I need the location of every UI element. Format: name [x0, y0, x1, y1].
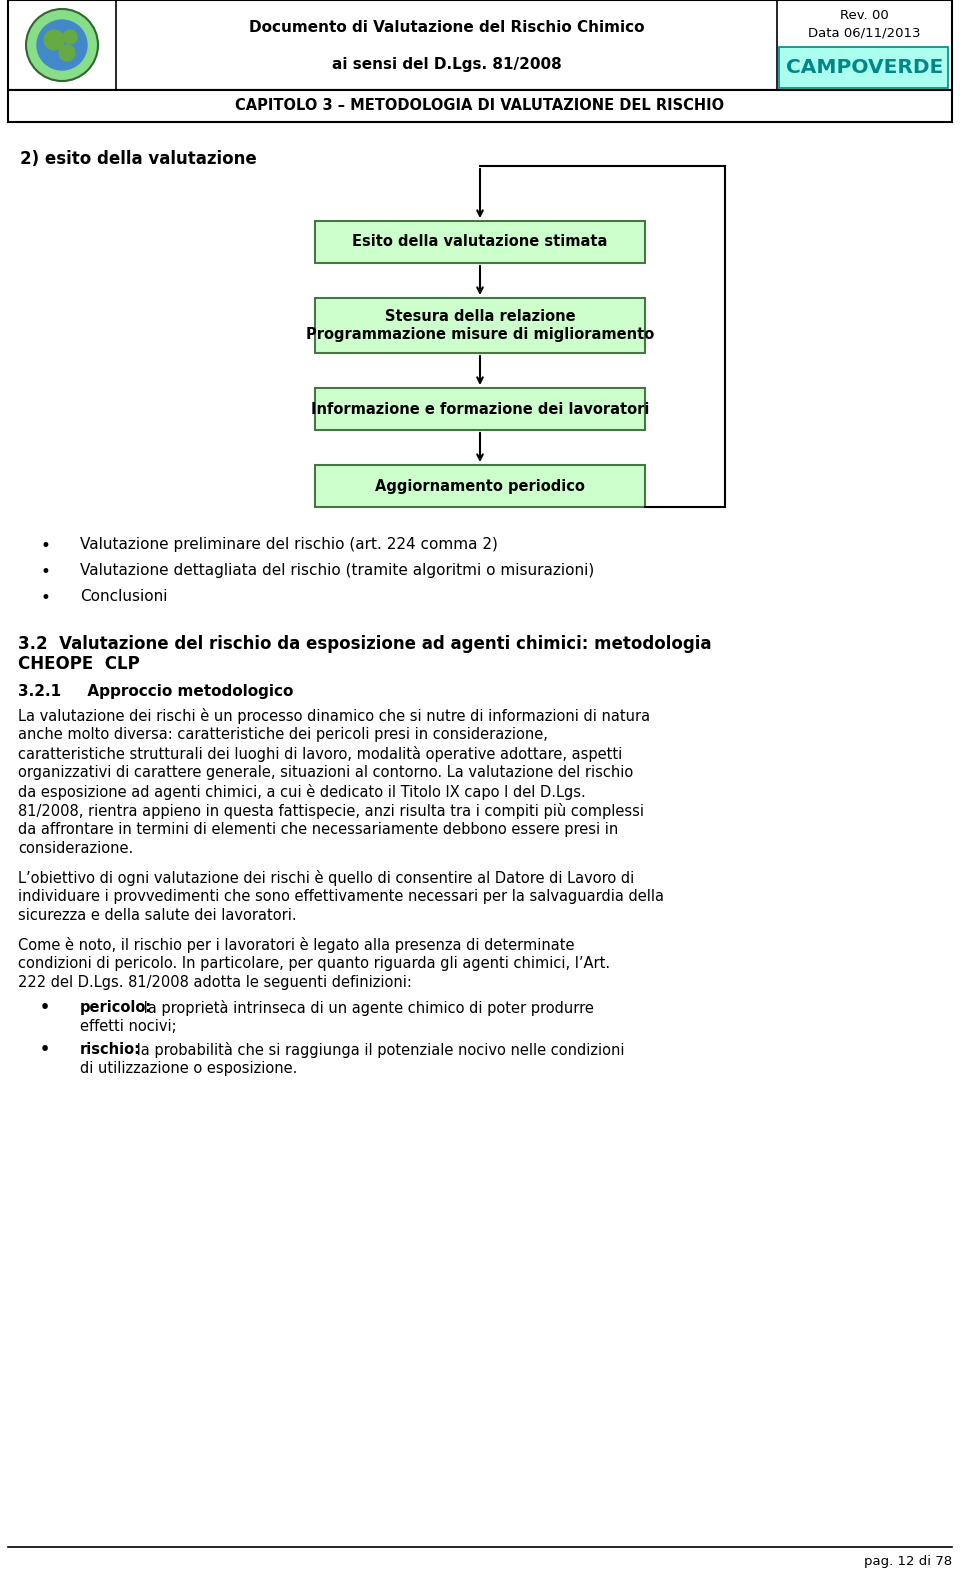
Text: pericolo:: pericolo:: [80, 1000, 153, 1014]
Text: pag. 12 di 78: pag. 12 di 78: [864, 1555, 952, 1568]
Text: da esposizione ad agenti chimici, a cui è dedicato il Titolo IX capo I del D.Lgs: da esposizione ad agenti chimici, a cui …: [18, 784, 586, 800]
Bar: [315, 388, 645, 431]
Text: 3.2.1     Approccio metodologico: 3.2.1 Approccio metodologico: [18, 684, 294, 699]
Bar: [315, 298, 645, 353]
Text: ai sensi del D.Lgs. 81/2008: ai sensi del D.Lgs. 81/2008: [331, 57, 562, 73]
Text: Informazione e formazione dei lavoratori: Informazione e formazione dei lavoratori: [311, 402, 649, 416]
Bar: [8, 0, 952, 90]
Text: L’obiettivo di ogni valutazione dei rischi è quello di consentire al Datore di L: L’obiettivo di ogni valutazione dei risc…: [18, 869, 635, 886]
Text: anche molto diversa: caratteristiche dei pericoli presi in considerazione,: anche molto diversa: caratteristiche dei…: [18, 727, 548, 741]
Text: individuare i provvedimenti che sono effettivamente necessari per la salvaguardi: individuare i provvedimenti che sono eff…: [18, 888, 664, 904]
Text: condizioni di pericolo. In particolare, per quanto riguarda gli agenti chimici, : condizioni di pericolo. In particolare, …: [18, 956, 611, 970]
Text: rischio:: rischio:: [80, 1041, 141, 1057]
Text: Come è noto, il rischio per i lavoratori è legato alla presenza di determinate: Come è noto, il rischio per i lavoratori…: [18, 937, 574, 953]
Text: Stesura della relazione
Programmazione misure di miglioramento: Stesura della relazione Programmazione m…: [306, 309, 654, 342]
Text: Valutazione preliminare del rischio (art. 224 comma 2): Valutazione preliminare del rischio (art…: [80, 538, 498, 552]
Circle shape: [37, 21, 87, 69]
Text: Conclusioni: Conclusioni: [80, 588, 167, 604]
Circle shape: [44, 30, 64, 50]
Text: Data 06/11/2013: Data 06/11/2013: [808, 27, 921, 39]
Circle shape: [63, 30, 77, 44]
Text: 222 del D.Lgs. 81/2008 adotta le seguenti definizioni:: 222 del D.Lgs. 81/2008 adotta le seguent…: [18, 975, 412, 990]
Text: •: •: [40, 563, 50, 580]
Text: organizzativi di carattere generale, situazioni al contorno. La valutazione del : organizzativi di carattere generale, sit…: [18, 765, 634, 779]
Text: da affrontare in termini di elementi che necessariamente debbono essere presi in: da affrontare in termini di elementi che…: [18, 822, 618, 837]
Bar: [8, 90, 952, 121]
Text: Esito della valutazione stimata: Esito della valutazione stimata: [352, 235, 608, 249]
Circle shape: [59, 46, 75, 62]
Text: •: •: [40, 588, 50, 607]
Text: •: •: [40, 538, 50, 555]
Text: considerazione.: considerazione.: [18, 841, 133, 856]
Bar: [315, 221, 645, 263]
Bar: [315, 465, 645, 506]
Text: 2) esito della valutazione: 2) esito della valutazione: [20, 150, 256, 169]
Text: effetti nocivi;: effetti nocivi;: [80, 1019, 177, 1033]
Text: •: •: [40, 1041, 50, 1057]
Text: CHEOPE  CLP: CHEOPE CLP: [18, 656, 140, 673]
Text: caratteristiche strutturali dei luoghi di lavoro, modalità operative adottare, a: caratteristiche strutturali dei luoghi d…: [18, 746, 622, 762]
Text: •: •: [40, 1000, 50, 1014]
Text: la probabilità che si raggiunga il potenziale nocivo nelle condizioni: la probabilità che si raggiunga il poten…: [132, 1041, 625, 1058]
Text: 3.2  Valutazione del rischio da esposizione ad agenti chimici: metodologia: 3.2 Valutazione del rischio da esposizio…: [18, 636, 711, 653]
Text: Aggiornamento periodico: Aggiornamento periodico: [375, 478, 585, 494]
Text: la proprietà intrinseca di un agente chimico di poter produrre: la proprietà intrinseca di un agente chi…: [138, 1000, 593, 1016]
Text: Documento di Valutazione del Rischio Chimico: Documento di Valutazione del Rischio Chi…: [249, 19, 644, 35]
Text: 81/2008, rientra appieno in questa fattispecie, anzi risulta tra i compiti più c: 81/2008, rientra appieno in questa fatti…: [18, 803, 644, 818]
Text: La valutazione dei rischi è un processo dinamico che si nutre di informazioni di: La valutazione dei rischi è un processo …: [18, 708, 650, 724]
Bar: [779, 47, 948, 88]
Text: CAPITOLO 3 – METODOLOGIA DI VALUTAZIONE DEL RISCHIO: CAPITOLO 3 – METODOLOGIA DI VALUTAZIONE …: [235, 98, 725, 114]
Circle shape: [26, 9, 98, 80]
Text: sicurezza e della salute dei lavoratori.: sicurezza e della salute dei lavoratori.: [18, 908, 297, 923]
Text: di utilizzazione o esposizione.: di utilizzazione o esposizione.: [80, 1061, 298, 1076]
Text: CAMPOVERDE: CAMPOVERDE: [786, 58, 943, 77]
Text: Rev. 00: Rev. 00: [840, 9, 889, 22]
Text: Valutazione dettagliata del rischio (tramite algoritmi o misurazioni): Valutazione dettagliata del rischio (tra…: [80, 563, 594, 579]
